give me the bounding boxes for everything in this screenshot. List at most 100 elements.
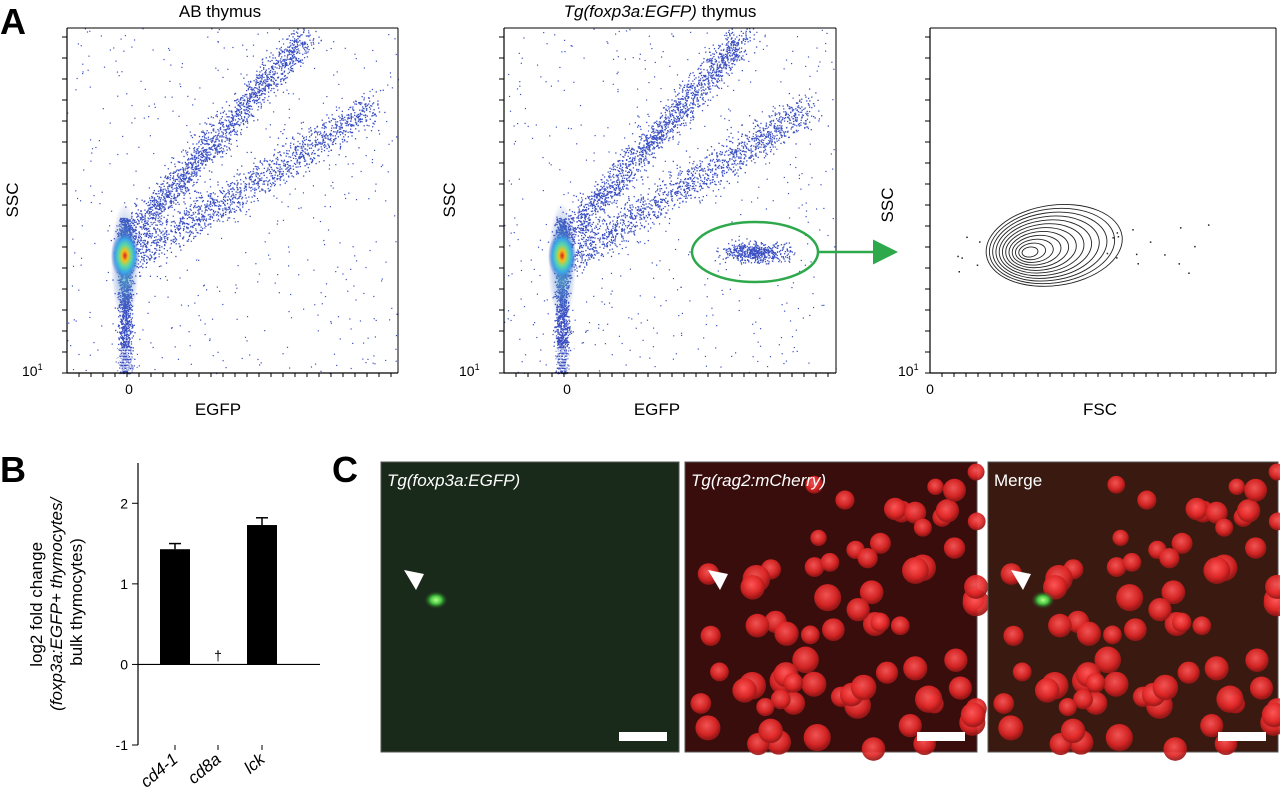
event-dot (217, 41, 219, 43)
event-dot (118, 316, 120, 318)
event-dot (294, 146, 297, 148)
event-dot (137, 236, 140, 238)
event-dot (195, 206, 197, 209)
event-dot (279, 168, 281, 171)
event-dot (292, 49, 295, 51)
event-dot (152, 214, 154, 216)
event-dot (311, 153, 313, 155)
event-dot (184, 187, 186, 190)
event-dot (177, 173, 179, 175)
event-dot (292, 168, 295, 170)
event-dot (234, 106, 236, 108)
event-dot (363, 114, 365, 117)
event-dot (139, 266, 141, 268)
event-dot (292, 36, 294, 38)
event-dot (165, 201, 167, 203)
event-dot (172, 157, 175, 159)
event-dot (260, 103, 262, 105)
event-dot (279, 60, 281, 62)
event-dot (267, 78, 269, 81)
event-dot (144, 217, 146, 219)
event-dot (242, 104, 244, 106)
event-dot (206, 160, 208, 162)
event-dot (263, 99, 265, 101)
event-dot (205, 218, 208, 220)
event-dot (148, 227, 150, 230)
event-dot (301, 147, 303, 149)
event-dot (263, 174, 265, 177)
event-dot (164, 176, 166, 178)
event-dot (121, 334, 123, 337)
event-dot (128, 326, 130, 329)
event-dot (266, 160, 269, 163)
event-dot (172, 241, 174, 243)
event-dot (313, 38, 315, 40)
event-dot (212, 202, 214, 204)
event-dot (341, 138, 343, 141)
event-dot (261, 177, 263, 179)
event-dot (197, 192, 200, 194)
event-dot (230, 120, 232, 122)
event-dot (219, 136, 221, 138)
event-dot (291, 58, 293, 60)
event-dot (306, 153, 308, 155)
event-dot (278, 53, 280, 56)
event-dot (183, 174, 185, 176)
event-dot (176, 183, 178, 185)
event-dot (169, 173, 171, 175)
event-dot (157, 190, 160, 192)
event-dot (164, 193, 166, 195)
event-dot (125, 338, 127, 340)
event-dot (125, 329, 127, 331)
event-dot (227, 127, 229, 129)
event-dot (263, 76, 265, 79)
event-dot (294, 63, 297, 65)
event-dot (130, 322, 133, 324)
event-dot (310, 147, 313, 149)
event-dot (209, 195, 212, 197)
event-dot (375, 241, 377, 243)
event-dot (179, 212, 181, 215)
event-dot (143, 201, 145, 203)
event-dot (255, 93, 257, 96)
event-dot (368, 106, 371, 108)
event-dot (328, 139, 331, 141)
event-dot (207, 205, 209, 207)
event-dot (152, 216, 155, 219)
event-dot (216, 146, 218, 148)
event-dot (152, 346, 154, 349)
event-dot (132, 350, 134, 352)
event-dot (342, 141, 344, 143)
event-dot (131, 323, 133, 326)
event-dot (311, 161, 313, 163)
event-dot (281, 67, 283, 70)
event-dot (190, 231, 193, 234)
event-dot (172, 215, 174, 217)
event-dot (356, 114, 358, 116)
event-dot (205, 143, 208, 145)
event-dot (154, 257, 156, 259)
event-dot (275, 95, 277, 97)
event-dot (196, 231, 198, 234)
event-dot (181, 188, 183, 191)
event-dot (122, 361, 125, 364)
event-dot (329, 121, 331, 123)
event-dot (299, 153, 302, 155)
event-dot (253, 172, 255, 174)
event-dot (151, 197, 153, 199)
event-dot (165, 220, 168, 222)
event-dot (235, 112, 238, 114)
event-dot (263, 80, 265, 82)
event-dot (124, 352, 127, 355)
event-dot (237, 114, 239, 116)
event-dot (153, 240, 156, 242)
event-dot (261, 61, 264, 64)
event-dot (170, 192, 172, 194)
event-dot (230, 131, 232, 134)
event-dot (308, 163, 310, 165)
event-dot (151, 195, 153, 197)
event-dot (128, 320, 130, 323)
event-dot (299, 153, 301, 156)
event-dot (155, 239, 157, 241)
event-dot (216, 153, 219, 155)
